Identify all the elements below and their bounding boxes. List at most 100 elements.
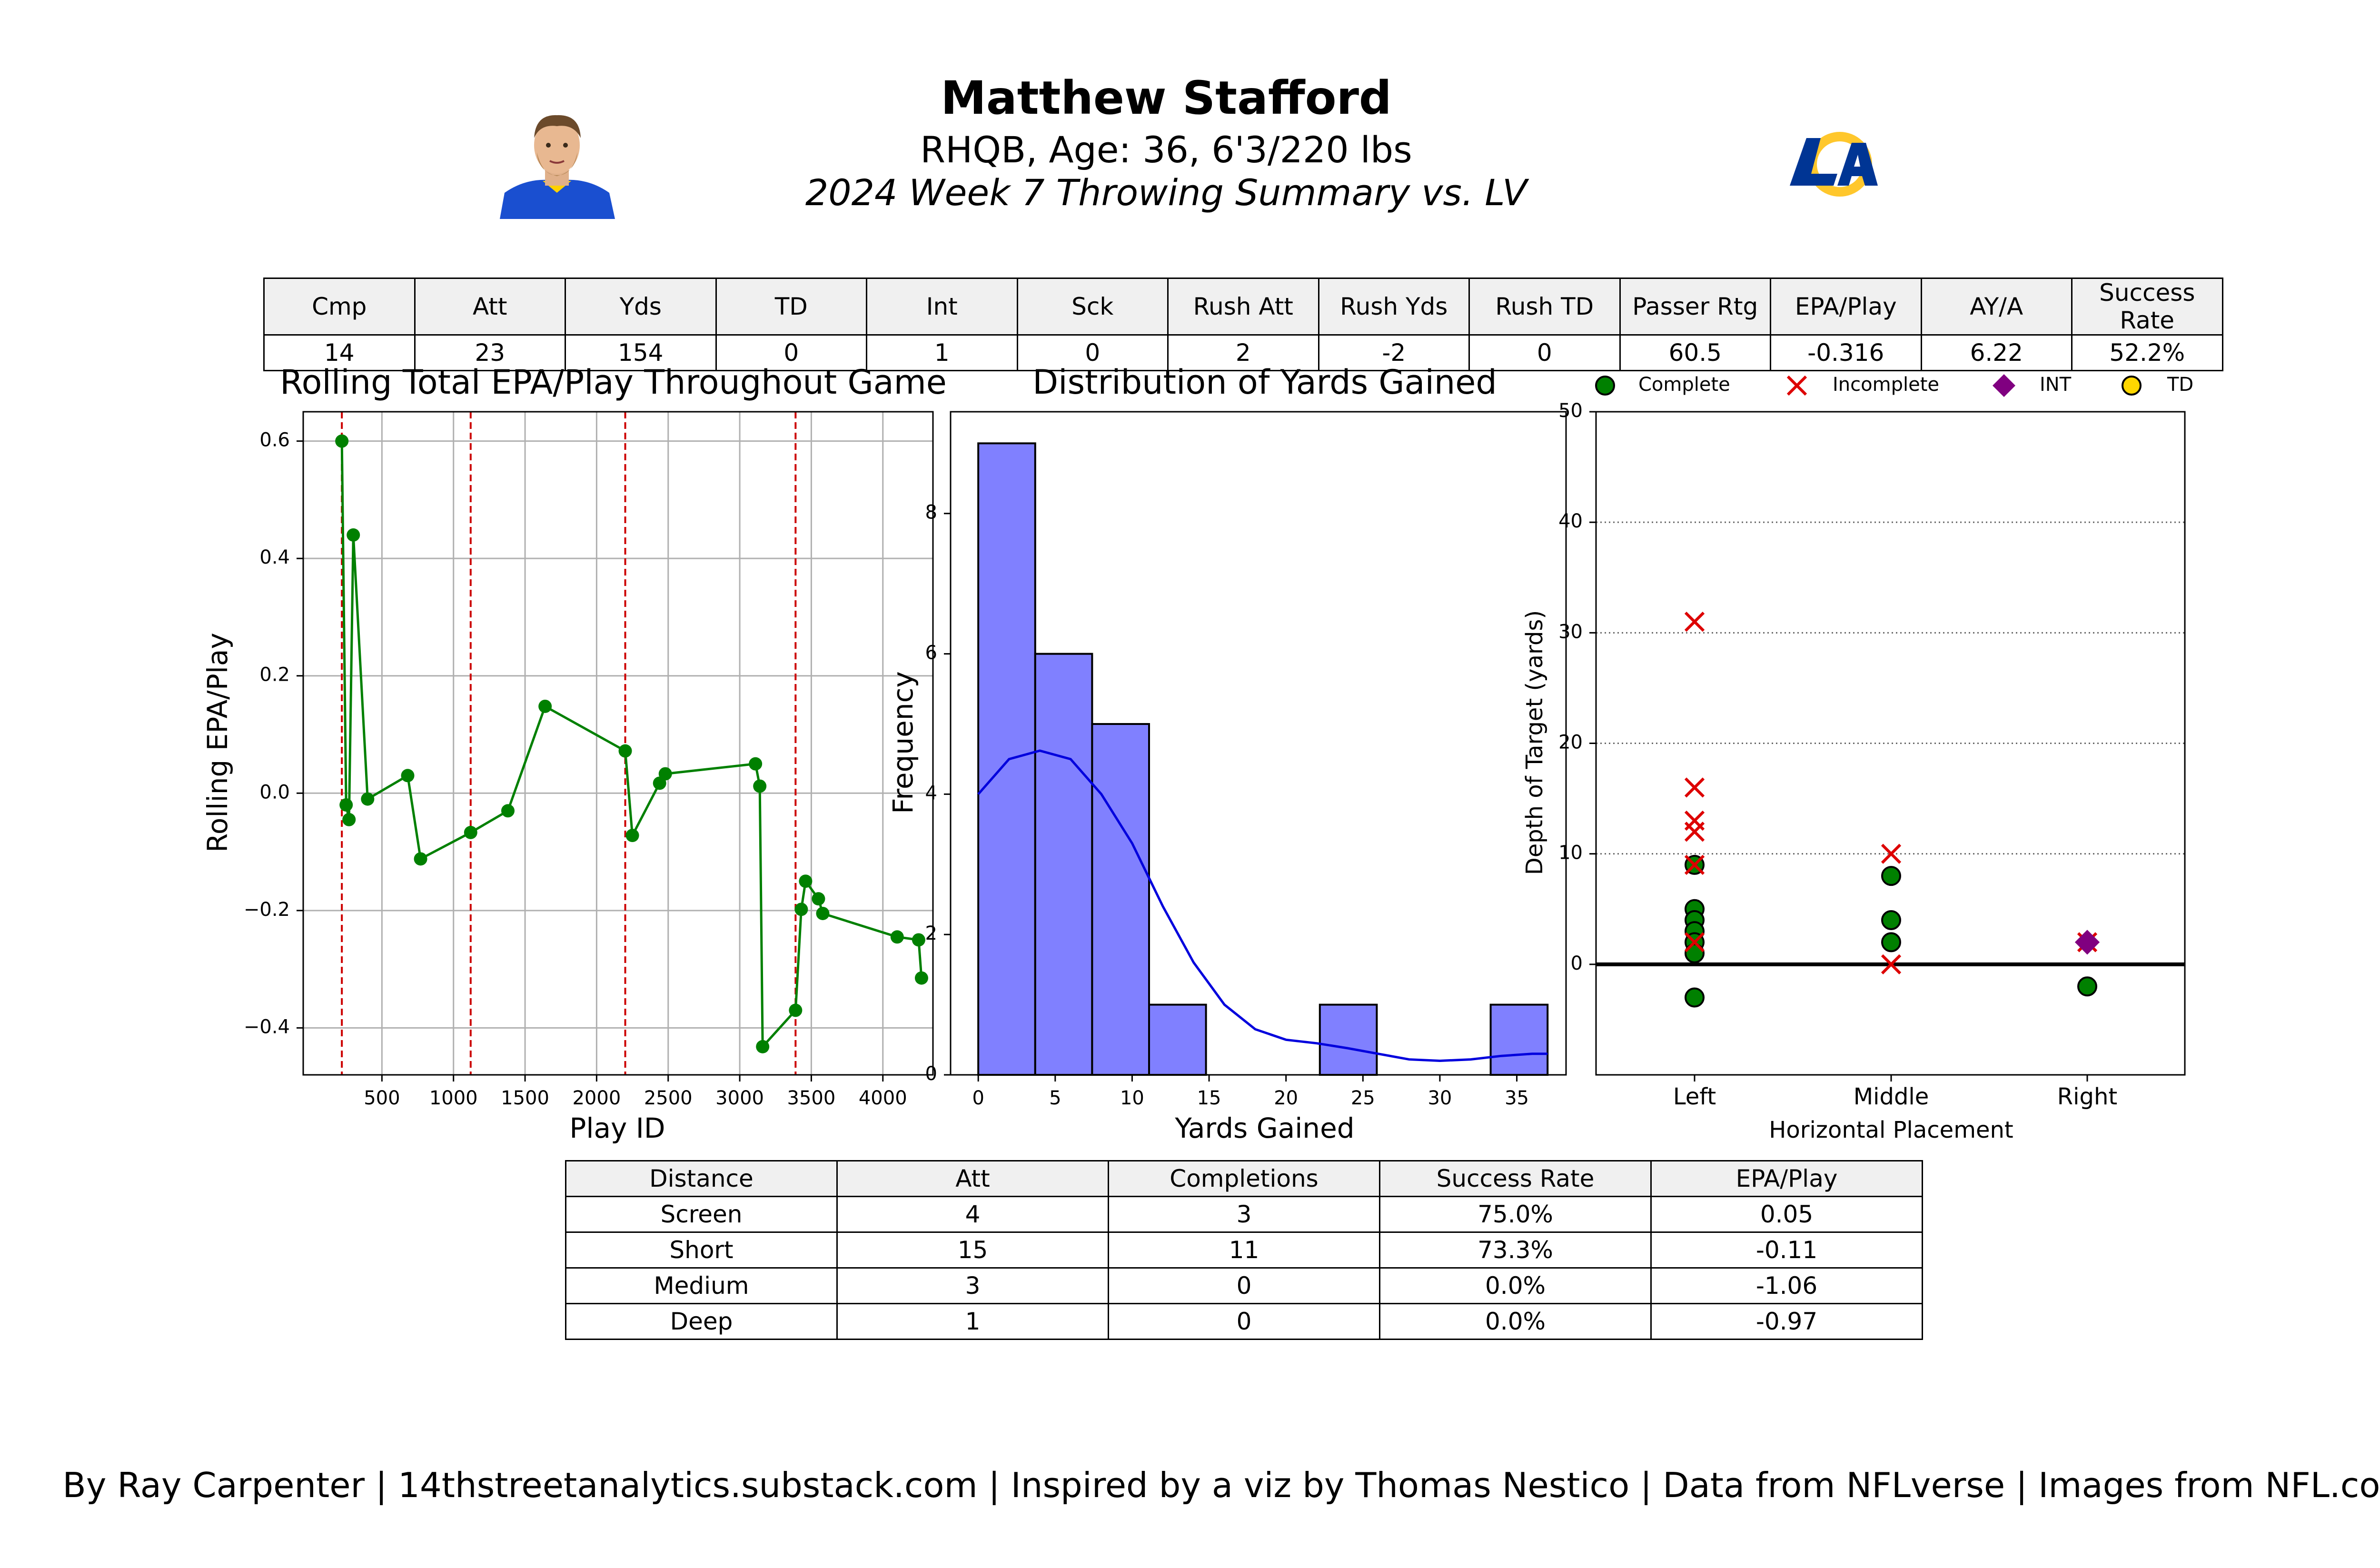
epa-point [625,829,639,843]
distance-header-cell: EPA/Play [1650,1160,1923,1197]
epa-chart-title: Rolling Total EPA/Play Throughout Game [280,363,947,402]
y-tick-label: 0.4 [259,546,290,568]
epa-point [335,434,349,448]
y-tick-label: 50 [1558,400,1583,422]
team-logo [1790,132,1878,197]
hist-axes-frame [950,411,1567,1076]
summary-header-cell: AY/A [1920,278,2073,336]
kde-curve [977,749,1548,1062]
x-tick-label: 4000 [859,1087,907,1109]
summary-header-cell: Cmp [263,278,416,336]
game-info: 2024 Week 7 Throwing Summary vs. LV [805,171,1527,214]
distance-cell: 0.0% [1379,1303,1652,1340]
summary-value-cell: 0 [715,334,867,371]
y-tick-label: −0.4 [244,1016,290,1038]
distance-cell: 75.0% [1379,1196,1652,1233]
distance-row: Short 15 11 73.3% -0.11 [565,1231,1923,1269]
legend-int-marker [1993,374,2015,397]
epa-point [501,804,515,818]
distance-header-cell: Success Rate [1379,1160,1652,1197]
distance-header-row: Distance Att Completions Success Rate EP… [565,1160,1923,1197]
x-tick-label: 3000 [715,1087,764,1109]
epa-point [753,779,767,793]
y-tick-label: 0.6 [259,429,290,451]
epa-point [464,825,477,839]
distance-cell: Screen [565,1196,838,1233]
epa-point [339,798,353,812]
distance-cell: 15 [836,1231,1109,1269]
x-tick-label: Left [1673,1083,1716,1110]
incomplete-marker [1881,954,1902,974]
epa-point [618,744,632,758]
player-headshot [500,115,615,219]
legend-int-label: INT [2040,374,2072,396]
epa-point [401,769,415,783]
epa-point [342,813,356,826]
distance-cell: 0.0% [1379,1267,1652,1304]
epa-point [658,767,672,781]
summary-value-cell: 60.5 [1619,334,1771,371]
distance-cell: 0 [1108,1267,1380,1304]
epa-point [361,792,375,806]
complete-marker [1685,987,1705,1008]
summary-value-cell: 52.2% [2071,334,2223,371]
distance-cell: -0.11 [1650,1231,1923,1269]
epa-y-axis-label: Rolling EPA/Play [201,633,234,853]
epa-point [347,528,360,542]
y-tick-label: 0.0 [259,781,290,803]
epa-point [794,903,808,916]
summary-header-cell: TD [715,278,867,336]
incomplete-marker [1684,854,1705,875]
int-marker [2074,930,2100,955]
epa-point [816,906,830,920]
summary-header-cell: Rush TD [1468,278,1621,336]
hist-y-axis-label: Frequency [887,671,919,814]
summary-header-cell: Int [866,278,1018,336]
epa-series-line [340,441,923,1050]
summary-header-cell: Sck [1016,278,1169,336]
distance-cell: 11 [1108,1231,1380,1269]
complete-marker [1881,866,1901,886]
complete-marker [1881,932,1901,953]
x-tick-label: 5 [1049,1087,1061,1109]
histogram-bar [1489,1003,1549,1076]
summary-value-cell: -2 [1318,334,1470,371]
x-tick-label: 30 [1428,1087,1452,1109]
complete-marker [2077,976,2097,997]
legend-td-marker [2122,376,2142,396]
summary-header-cell: EPA/Play [1770,278,1922,336]
x-tick-label: 500 [364,1087,400,1109]
summary-header-row: Cmp Att Yds TD Int Sck Rush Att Rush Yds… [263,278,2223,336]
distance-row: Deep 1 0 0.0% -0.97 [565,1303,1923,1340]
hist-chart-title: Distribution of Yards Gained [1032,363,1497,402]
y-tick-label: 2 [925,923,937,944]
legend-incomplete-label: Incomplete [1833,374,1939,396]
x-tick-label: 2500 [644,1087,693,1109]
summary-header-cell: Rush Yds [1318,278,1470,336]
summary-table: Cmp Att Yds TD Int Sck Rush Att Rush Yds… [263,278,2223,371]
distance-row: Medium 3 0 0.0% -1.06 [565,1267,1923,1304]
y-tick-label: 30 [1558,621,1583,643]
histogram-bar [1034,653,1093,1076]
footer-credits: By Ray Carpenter | 14thstreetanalytics.s… [62,1465,2380,1505]
summary-value-row: 14 23 154 0 1 0 2 -2 0 60.5 -0.316 6.22 … [263,334,2223,371]
summary-value-cell: 6.22 [1920,334,2073,371]
page-title: Matthew Stafford [941,71,1392,125]
x-tick-label: 0 [972,1087,984,1109]
distance-cell: Short [565,1231,838,1269]
summary-value-cell: -0.316 [1770,334,1922,371]
epa-point [914,971,928,985]
summary-value-cell: 2 [1167,334,1319,371]
y-tick-label: −0.2 [244,899,290,921]
x-tick-label: 20 [1274,1087,1298,1109]
distance-cell: 0 [1108,1303,1380,1340]
distance-cell: 73.3% [1379,1231,1652,1269]
player-info: RHQB, Age: 36, 6'3/220 lbs [920,129,1412,171]
distance-cell: -0.97 [1650,1303,1923,1340]
legend-complete-marker [1595,376,1615,396]
y-tick-label: 8 [925,502,937,524]
epa-point [756,1040,770,1053]
distance-cell: 1 [836,1303,1109,1340]
summary-value-cell: 154 [565,334,717,371]
x-tick-label: 15 [1197,1087,1221,1109]
